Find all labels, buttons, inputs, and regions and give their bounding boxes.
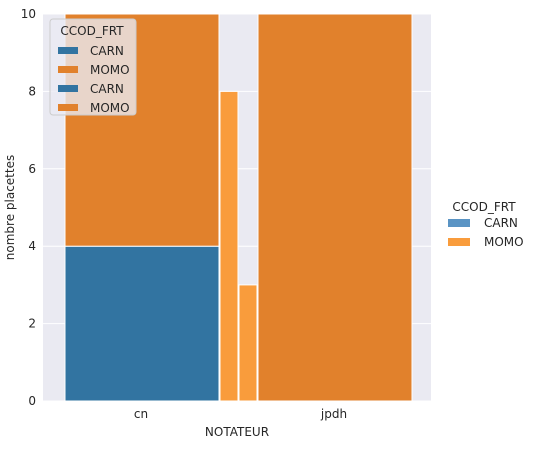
x-axis-label: NOTATEUR (205, 425, 269, 439)
y-tick-label: 4 (28, 239, 36, 253)
inner-legend-label: CARN (90, 82, 124, 96)
inner-legend-swatch-carn (58, 85, 78, 92)
outer-legend-label: CARN (484, 216, 518, 230)
inner-legend-label: CARN (90, 44, 124, 58)
outer-legend-title: CCOD_FRT (452, 200, 516, 214)
x-tick-labels: cn jpdh (134, 407, 347, 421)
y-tick-label: 6 (28, 162, 36, 176)
outer-legend-swatch-carn (448, 219, 470, 227)
bar-momo-jpdh (257, 13, 413, 402)
bar-dodged-momo-1 (219, 90, 239, 402)
inner-legend-swatch-momo (58, 66, 78, 73)
inner-legend-label: MOMO (90, 63, 130, 77)
inner-legend-swatch-momo (58, 104, 78, 111)
bar-dodged-momo-2 (238, 284, 258, 402)
inner-legend-title: CCOD_FRT (60, 24, 124, 38)
y-tick-labels: 0 2 4 6 8 10 (21, 7, 36, 408)
bar-carn-cn (64, 245, 220, 402)
outer-legend: CCOD_FRT CARN MOMO (448, 200, 524, 249)
x-tick-label: jpdh (320, 407, 347, 421)
y-tick-label: 0 (28, 394, 36, 408)
x-tick-label: cn (134, 407, 148, 421)
y-tick-label: 2 (28, 317, 36, 331)
y-tick-label: 10 (21, 7, 36, 21)
outer-legend-swatch-momo (448, 238, 470, 246)
inner-legend-swatch-carn (58, 47, 78, 54)
y-tick-label: 8 (28, 84, 36, 98)
outer-legend-label: MOMO (484, 235, 524, 249)
y-axis-label: nombre placettes (3, 155, 17, 260)
bars (64, 13, 413, 402)
inner-legend: CCOD_FRT CARN MOMO CARN MOMO (49, 18, 137, 116)
inner-legend-label: MOMO (90, 101, 130, 115)
